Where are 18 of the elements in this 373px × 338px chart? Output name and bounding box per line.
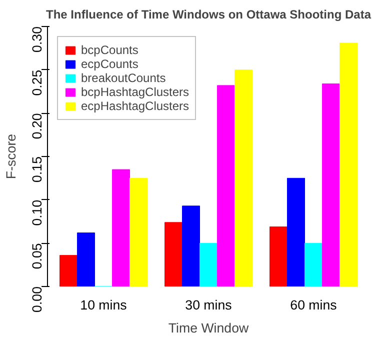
y-tick-label: 0.25: [30, 70, 44, 96]
x-axis-title: Time Window: [168, 320, 249, 336]
legend-label: ecpHashtagClusters: [81, 99, 190, 113]
x-tick-label: 10 mins: [80, 298, 128, 312]
y-tick-label: 0.05: [30, 243, 44, 270]
legend-label: ecpCounts: [81, 57, 138, 71]
y-tick-label: 0.10: [30, 200, 44, 226]
x-tick-label: 60 mins: [290, 298, 338, 312]
y-axis-title: F-score: [4, 134, 18, 180]
legend-label: breakoutCounts: [81, 71, 166, 85]
legend-label: bcpCounts: [81, 43, 138, 57]
chart-title: The Influence of Time Windows on Ottawa Shooting Data: [46, 8, 372, 22]
y-tick-label: 0.00: [30, 286, 44, 312]
y-tick-label: 0.30: [30, 26, 44, 52]
legend-label: bcpHashtagClusters: [81, 85, 190, 99]
y-tick-label: 0.20: [30, 113, 44, 140]
x-tick-label: 30 mins: [185, 298, 232, 312]
y-tick-label: 0.15: [30, 156, 44, 182]
